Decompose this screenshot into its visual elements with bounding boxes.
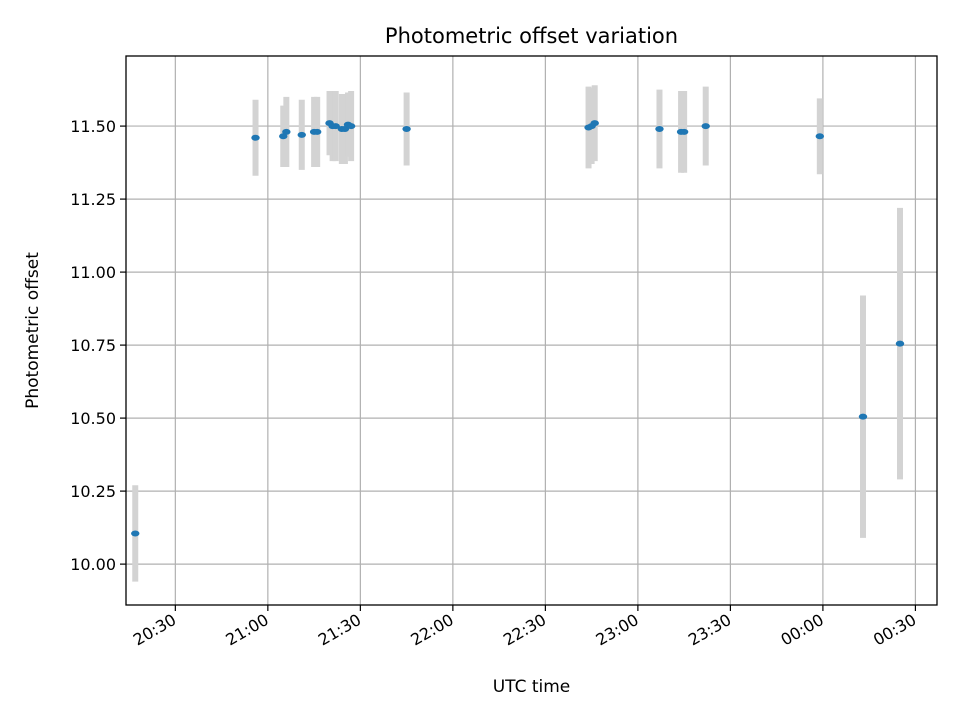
chart-title: Photometric offset variation — [385, 24, 678, 48]
y-tick-label: 11.00 — [70, 263, 116, 282]
data-point — [346, 123, 356, 130]
y-axis-label: Photometric offset — [23, 252, 43, 409]
data-point — [858, 413, 868, 420]
data-point — [679, 128, 689, 135]
data-point — [282, 128, 291, 135]
y-tick-label: 10.00 — [70, 555, 116, 574]
data-point — [297, 131, 306, 138]
data-point — [590, 120, 599, 127]
plot-frame — [125, 55, 938, 606]
grid — [126, 56, 937, 605]
y-tick-label: 10.75 — [70, 336, 116, 355]
y-tick-label: 10.50 — [70, 409, 116, 428]
data-point — [895, 340, 905, 347]
y-tick-label: 11.50 — [70, 117, 116, 136]
data-point — [131, 530, 140, 537]
y-tick-label: 11.25 — [70, 190, 116, 209]
data-point — [701, 123, 710, 130]
x-axis-label: UTC time — [493, 677, 571, 697]
data-point — [312, 128, 322, 135]
data-point — [655, 126, 664, 133]
data-point — [331, 123, 340, 130]
data-points — [131, 120, 905, 537]
y-tick-label: 10.25 — [70, 482, 116, 501]
data-point — [251, 134, 260, 141]
data-point — [402, 126, 411, 133]
y-axis: 10.00 10.25 10.50 10.75 11.00 11.25 11.50 — [70, 117, 126, 574]
data-point — [815, 133, 825, 140]
